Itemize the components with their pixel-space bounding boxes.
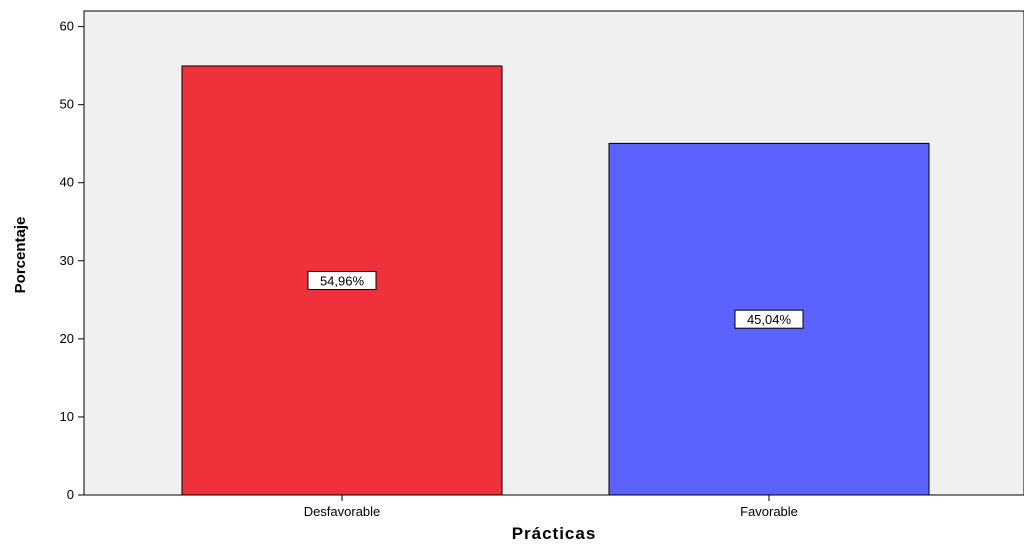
y-tick-label: 10	[60, 409, 74, 424]
x-tick-label: Desfavorable	[304, 504, 381, 519]
bars-group: 54,96% 45,04%	[181, 65, 930, 496]
y-tick-label: 0	[67, 487, 74, 502]
data-label-box	[734, 309, 804, 329]
data-label: 45,04%	[747, 312, 792, 327]
y-tick-label: 50	[60, 97, 74, 112]
y-tick-label: 30	[60, 253, 74, 268]
y-tick-label: 20	[60, 331, 74, 346]
y-axis: 0 10 20 30 40 50 60	[60, 19, 84, 502]
x-axis: Desfavorable Favorable	[304, 495, 798, 519]
y-tick-label: 40	[60, 175, 74, 190]
data-label-box	[307, 270, 377, 290]
y-tick-label: 60	[60, 19, 74, 34]
y-axis-title: Porcentaje	[12, 217, 29, 294]
data-label: 54,96%	[320, 273, 365, 288]
x-axis-title: Prácticas	[512, 524, 597, 543]
x-tick-label: Favorable	[740, 504, 798, 519]
